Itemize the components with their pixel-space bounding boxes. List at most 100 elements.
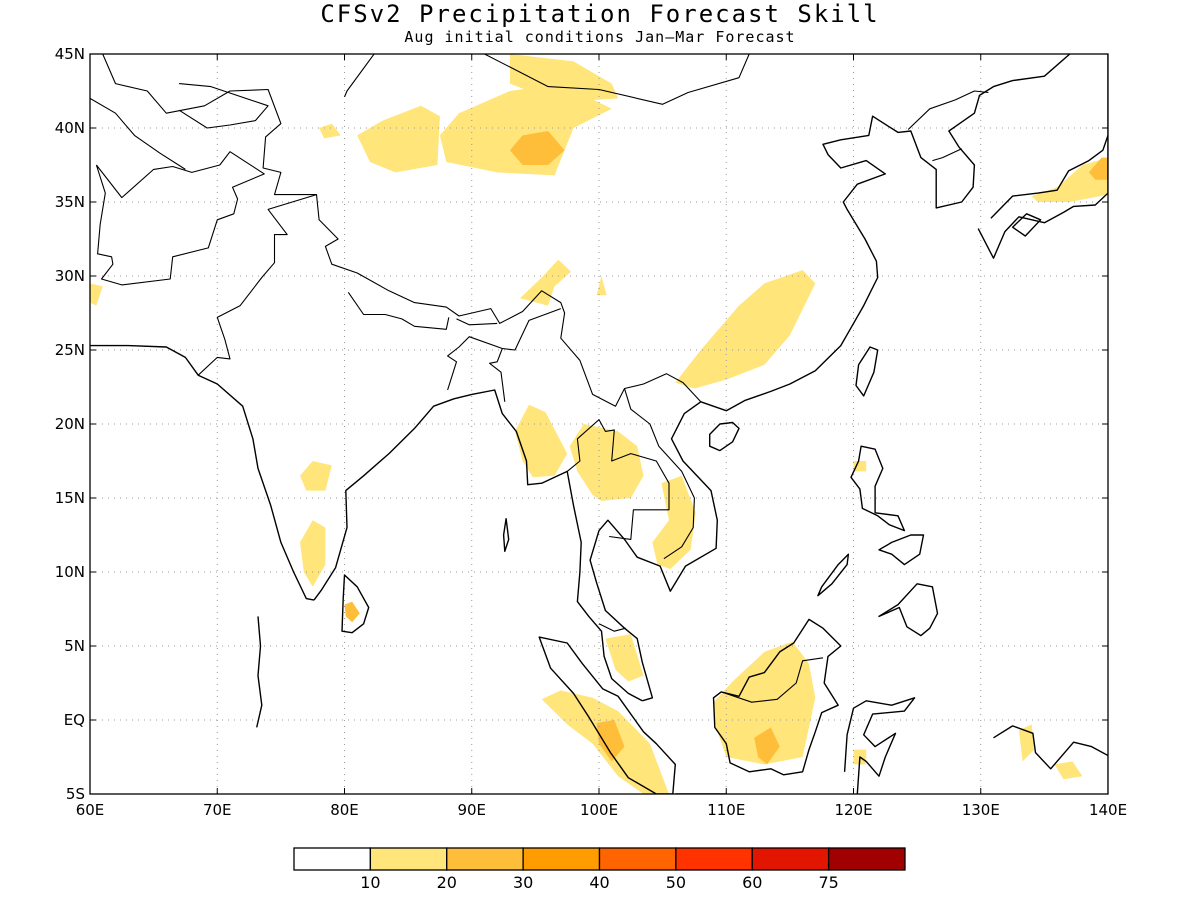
border-india-nepal-south: [347, 291, 450, 330]
colorbar-label: 20: [437, 873, 457, 892]
coastline-hainan: [709, 421, 740, 452]
skill-region-tibet-east: [520, 259, 571, 306]
border-borneo-border: [721, 657, 824, 703]
lon-tick-label: 130E: [962, 801, 1000, 819]
colorbar-label: 75: [818, 873, 838, 892]
lat-tick-label: 15N: [55, 489, 85, 507]
colorbar-swatch: [522, 847, 601, 871]
coastline-japan-sea-coast: [990, 135, 1108, 219]
border-thai-malay: [598, 623, 626, 632]
lon-tick-label: 70E: [203, 801, 232, 819]
coastline-new-guinea: [993, 725, 1108, 770]
skill-region-pakistan-edge: [90, 283, 103, 306]
border-bangladesh: [447, 336, 506, 402]
lat-tick-label: 40N: [55, 119, 85, 137]
coastline-arabian-sea-coast: [90, 344, 315, 601]
border-laos-vietnam: [623, 388, 695, 560]
coastline-gulf-of-thailand-coast: [589, 54, 1071, 702]
gridlines: [90, 54, 1108, 794]
lon-tick-label: 110E: [707, 801, 745, 819]
lat-tick-label: 5N: [64, 637, 85, 655]
border-iran-afghan-pak: [102, 54, 702, 407]
coastline-sulawesi-outline: [843, 697, 916, 794]
colorbar-swatch: [598, 847, 677, 871]
skill-regions-layer: [90, 54, 1108, 794]
lon-tick-label: 80E: [330, 801, 359, 819]
colorbar-swatch: [446, 847, 524, 871]
colorbar-label: 30: [513, 873, 533, 892]
skill-region-india-south: [300, 520, 326, 587]
lon-tick-label: 100E: [580, 801, 618, 819]
skill-region-japan-core: [1088, 157, 1108, 180]
border-myanmar-india: [502, 308, 561, 351]
coastline-taiwan: [855, 346, 879, 397]
skill-region-mongolia-west: [357, 105, 440, 173]
lon-tick-label: 90E: [457, 801, 486, 819]
lat-tick-label: 30N: [55, 267, 85, 285]
borders-layer: [90, 54, 1108, 794]
colorbar-swatch: [293, 847, 372, 871]
coastline-visayas-outline: [878, 534, 925, 566]
skill-region-tibet-east-dot: [596, 276, 607, 296]
border-myanmar-thai: [566, 419, 670, 540]
coastline-borneo-outline: [712, 618, 842, 776]
coastline-sumatra-outline: [538, 636, 676, 794]
lat-tick-label: 45N: [55, 45, 85, 63]
border-kazakh-china: [343, 54, 375, 98]
border-korea-dmz: [932, 148, 962, 162]
lon-tick-label: 60E: [76, 801, 105, 819]
coastline-maldives: [256, 616, 263, 728]
skill-region-china-southeast: [675, 270, 816, 389]
skill-region-sri-lanka: [344, 601, 360, 623]
skill-region-malay-north: [605, 634, 644, 682]
chart-subtitle: Aug initial conditions Jan—Mar Forecast: [404, 28, 796, 46]
skill-region-thailand: [569, 424, 644, 501]
chart-title: CFSv2 Precipitation Forecast Skill: [320, 0, 880, 28]
skill-region-mongolia-west-dot: [319, 123, 341, 139]
skill-region-papua-south: [1054, 761, 1083, 780]
colorbar: 10 20 30 40 50 60 75: [293, 847, 906, 892]
lat-tick-label: 10N: [55, 563, 85, 581]
coastlines-layer: [90, 54, 1108, 794]
border-pak-india: [197, 194, 317, 376]
coastline-sri-lanka-outline: [341, 574, 370, 634]
skill-region-mongolia-core: [509, 131, 565, 165]
colorbar-swatch: [827, 847, 906, 871]
coastline-mindanao-outline: [878, 583, 939, 637]
border-central-asia: [178, 83, 269, 129]
border-afghan-pak-iran: [95, 151, 265, 286]
skill-region-myanmar: [515, 404, 568, 478]
skill-region-mongolia-central: [439, 83, 612, 176]
lon-tick-label: 120E: [834, 801, 872, 819]
colorbar-label: 60: [742, 873, 762, 892]
colorbar-swatch: [751, 847, 830, 871]
skill-region-india-east: [300, 461, 332, 491]
lat-tick-label: 5S: [66, 785, 85, 803]
colorbar-swatch: [369, 847, 448, 871]
skill-region-sumatra-core: [596, 720, 625, 762]
skill-region-borneo-core: [754, 727, 780, 765]
border-turkmen-uzbek: [90, 97, 186, 170]
coastline-andaman: [502, 518, 510, 552]
skill-region-vietnam-cambodia: [652, 475, 696, 569]
coastline-kyushu-honshu: [977, 54, 1108, 259]
coastline-bay-of-bengal-coast: [313, 389, 643, 702]
colorbar-label: 40: [589, 873, 609, 892]
lat-tick-label: EQ: [64, 711, 85, 729]
border-korea-china: [907, 90, 989, 130]
lat-tick-label: 20N: [55, 415, 85, 433]
axis-ticks: 60E 70E 80E 90E 100E 110E 120E 130E 140E 45N 40N 35…: [55, 45, 1127, 819]
coastline-shikoku: [1011, 213, 1042, 237]
colorbar-label: 10: [360, 873, 380, 892]
lat-tick-label: 35N: [55, 193, 85, 211]
colorbar-swatch: [675, 847, 753, 871]
border-china-mongolia: [483, 54, 753, 105]
coastline-luzon-outline: [850, 445, 906, 532]
map-frame: [89, 53, 1109, 795]
skill-region-borneo: [713, 641, 816, 765]
coastline-palawan-outline: [817, 553, 850, 597]
colorbar-label: 50: [666, 873, 686, 892]
lon-tick-label: 140E: [1089, 801, 1127, 819]
